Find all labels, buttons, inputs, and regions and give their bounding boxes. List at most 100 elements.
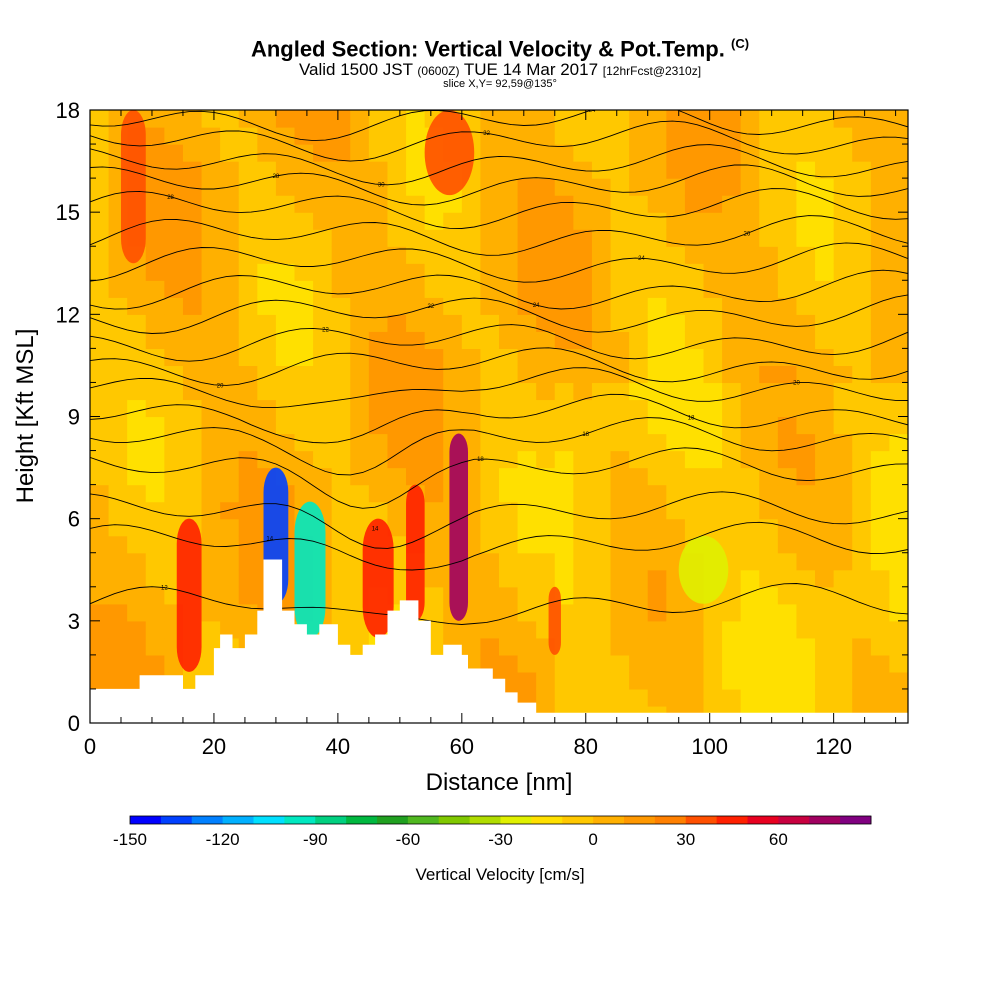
field-cell [499, 144, 519, 162]
field-cell [275, 263, 296, 281]
field-cell [164, 144, 184, 162]
field-cell [852, 382, 872, 401]
field-cell [852, 552, 872, 571]
field-cell [350, 467, 370, 486]
field-cell [554, 569, 574, 588]
field-cell [573, 416, 593, 435]
field-cell [145, 433, 165, 452]
field-cell [536, 654, 556, 673]
colorbar-tick-label: -60 [396, 830, 421, 849]
field-cell [536, 297, 556, 315]
field-cell [777, 212, 798, 230]
field-cell [629, 637, 649, 656]
field-cell [238, 382, 258, 401]
field-cell [164, 501, 184, 520]
field-cell [703, 246, 723, 264]
field-cell [164, 178, 184, 196]
field-cell [647, 586, 667, 605]
field-cell [870, 263, 891, 281]
field-cell [870, 671, 891, 690]
field-cell [722, 450, 742, 469]
field-cell [759, 688, 779, 707]
isentrope-line [90, 521, 908, 571]
colorbar-frame [129, 815, 872, 825]
field-cell [238, 178, 258, 196]
field-cell [517, 671, 537, 690]
field-cell [666, 586, 686, 605]
field-cell [220, 246, 240, 264]
field-cell [573, 399, 593, 418]
field-cell [573, 518, 593, 537]
field-cell [201, 501, 221, 520]
field-cell [833, 195, 853, 213]
field-cell [108, 535, 128, 554]
field-cell [591, 637, 612, 656]
y-tick-label: 6 [68, 507, 80, 532]
field-cell [833, 280, 853, 298]
field-cell [220, 416, 240, 435]
field-cell [275, 229, 296, 247]
field-cell [759, 518, 779, 537]
field-cell [889, 569, 908, 588]
field-cell [536, 212, 556, 230]
velocity-cell [176, 518, 202, 672]
isentrope-label: 20 [793, 381, 800, 387]
field-cell [833, 620, 853, 639]
field-cell [90, 450, 110, 469]
field-cell [220, 552, 240, 571]
colorbar-swatch [747, 816, 779, 824]
field-cell [591, 348, 612, 367]
field-cell [777, 688, 798, 707]
field-cell [387, 263, 407, 281]
field-cell [610, 688, 630, 707]
field-cell [759, 144, 779, 162]
field-cell [573, 535, 593, 554]
field-cell [424, 603, 444, 622]
field-cell [257, 399, 277, 418]
field-cell [294, 246, 314, 264]
chart-title: Angled Section: Vertical Velocity & Pot.… [0, 36, 1000, 62]
field-cell [759, 246, 779, 264]
field-cell [238, 297, 258, 315]
field-cell [517, 110, 537, 128]
field-cell [313, 127, 333, 145]
field-cell [275, 399, 296, 418]
field-cell [294, 382, 314, 401]
field-cell [591, 110, 612, 128]
field-cell [777, 297, 798, 315]
field-cell [480, 586, 500, 605]
field-cell [461, 246, 482, 264]
field-cell [220, 467, 240, 486]
field-cell [759, 195, 779, 213]
field-cell [852, 586, 872, 605]
field-cell [722, 331, 742, 349]
field-cell [517, 552, 537, 571]
field-cell [870, 178, 891, 196]
field-cell [90, 348, 110, 367]
field-cell [684, 501, 705, 520]
field-cell [406, 178, 426, 196]
isentrope-label: 12 [161, 586, 168, 592]
field-cell [164, 246, 184, 264]
field-cell [536, 195, 556, 213]
field-cell [108, 382, 128, 401]
field-cell [870, 348, 891, 367]
field-cell [127, 518, 147, 537]
field-cell [182, 416, 203, 435]
field-cell [108, 450, 128, 469]
field-cell [90, 467, 110, 486]
field-cell [461, 331, 482, 349]
isentrope-line [90, 269, 908, 310]
field-cell [350, 161, 370, 179]
field-cell [406, 331, 426, 349]
field-cell [201, 552, 221, 571]
field-cell [499, 484, 519, 503]
field-cell [852, 365, 872, 384]
field-cell [350, 399, 370, 418]
field-cell [554, 484, 574, 503]
y-tick-label: 3 [68, 609, 80, 634]
field-cell [889, 127, 908, 145]
field-cell [294, 365, 314, 384]
field-cell [684, 416, 705, 435]
field-cell [108, 569, 128, 588]
